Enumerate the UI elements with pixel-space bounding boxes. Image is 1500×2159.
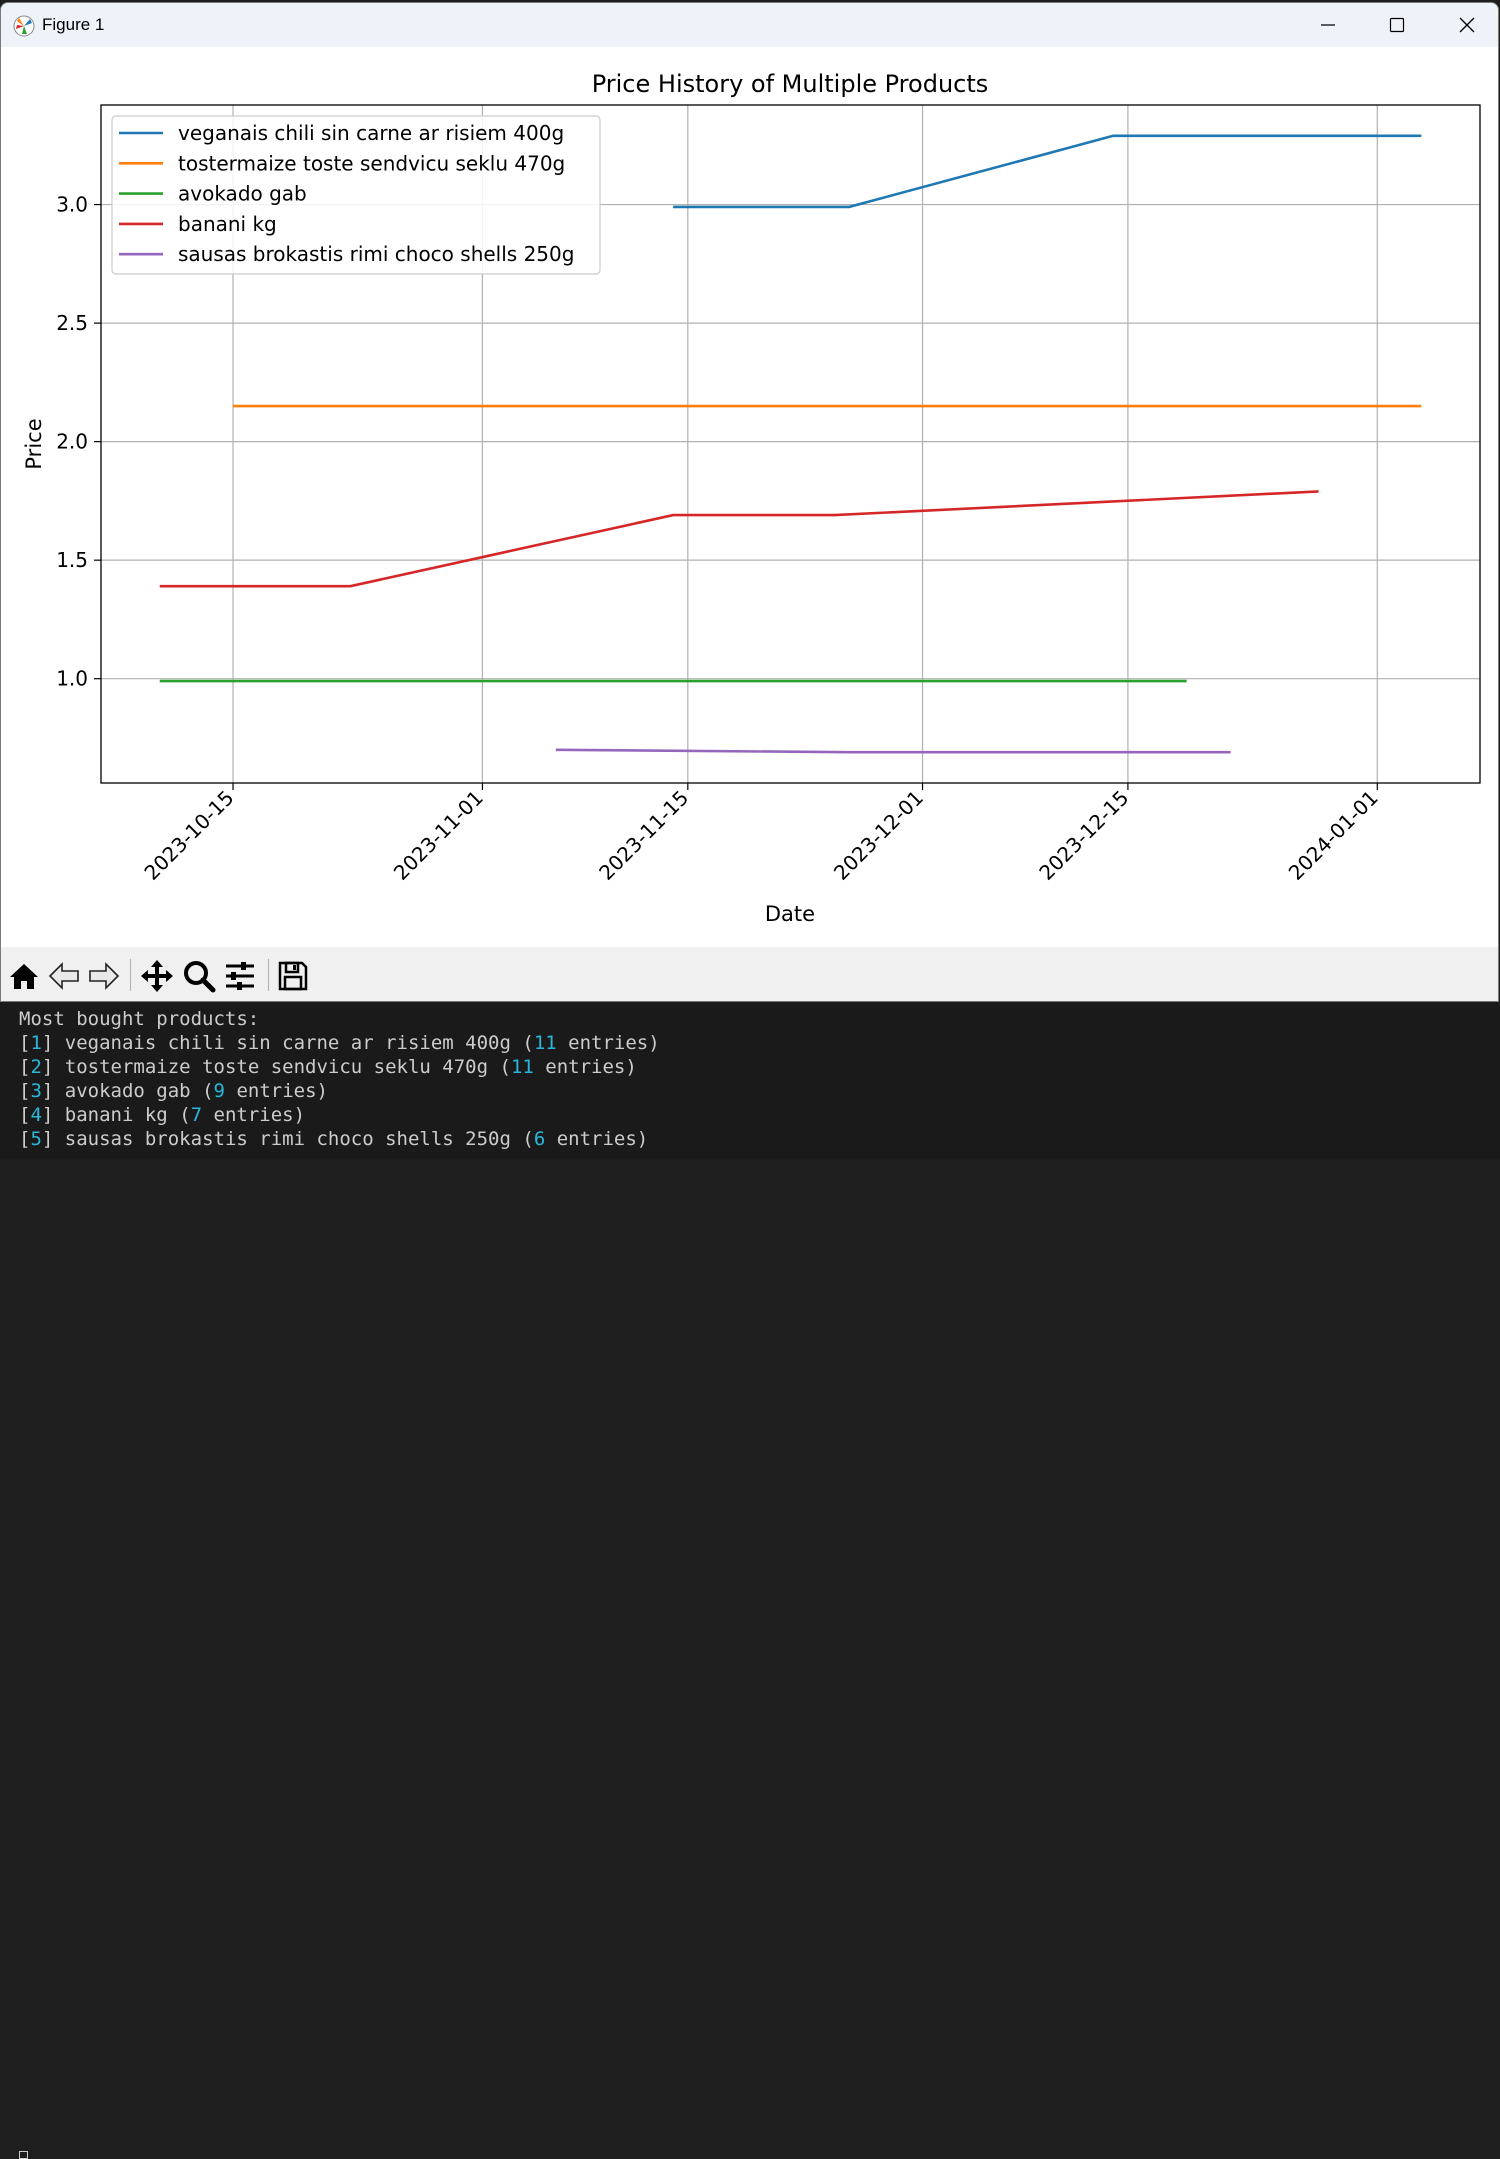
item-suffix: entries) bbox=[568, 1032, 660, 1054]
maximize-button[interactable] bbox=[1362, 3, 1432, 47]
x-axis-label: Date bbox=[765, 902, 815, 926]
zoom-button[interactable] bbox=[182, 959, 216, 993]
figure-canvas[interactable]: Price History of Multiple Products 2023-… bbox=[1, 47, 1498, 947]
item-count: 11 bbox=[510, 1056, 534, 1078]
item-suffix: entries) bbox=[556, 1128, 649, 1150]
item-name: banani kg bbox=[64, 1104, 168, 1126]
pan-icon bbox=[141, 960, 173, 992]
minimize-button[interactable] bbox=[1293, 3, 1363, 47]
legend-entry: banani kg bbox=[178, 212, 277, 236]
item-index: 2 bbox=[30, 1056, 42, 1078]
toolbar-separator bbox=[268, 959, 269, 991]
legend: veganais chili sin carne ar risiem 400g t… bbox=[111, 115, 601, 275]
terminal-line: [1] veganais chili sin carne ar risiem 4… bbox=[19, 1032, 660, 1054]
series-line-1 bbox=[673, 134, 1422, 209]
forward-button[interactable] bbox=[87, 959, 121, 993]
x-axis-ticks: 2023-10-15 2023-11-01 2023-11-15 2023-12-01… bbox=[139, 783, 1383, 885]
series-lines bbox=[159, 134, 1422, 754]
matplotlib-app-icon bbox=[13, 15, 35, 37]
terminal-line: [4] banani kg (7 entries) bbox=[19, 1104, 306, 1126]
terminal-output: Most bought products: [1] veganais chili… bbox=[0, 1002, 1500, 2159]
configure-subplots-button[interactable] bbox=[223, 959, 257, 993]
y-tick-label: 1.0 bbox=[56, 667, 88, 691]
legend-entry: veganais chili sin carne ar risiem 400g bbox=[178, 121, 564, 145]
figure-window: Figure 1 Price History of Multiple Produ… bbox=[0, 2, 1499, 1002]
window-title: Figure 1 bbox=[42, 15, 105, 34]
terminal-line: [3] avokado gab (9 entries) bbox=[19, 1080, 328, 1102]
item-count: 6 bbox=[533, 1128, 546, 1150]
y-axis-label: Price bbox=[22, 418, 46, 469]
item-name: tostermaize toste sendvicu seklu 470g bbox=[64, 1056, 489, 1078]
title-bar[interactable]: Figure 1 bbox=[1, 3, 1498, 47]
item-index: 5 bbox=[30, 1128, 42, 1150]
x-tick-label: 2023-10-15 bbox=[139, 786, 238, 885]
y-tick-label: 3.0 bbox=[56, 193, 88, 217]
save-button[interactable] bbox=[276, 959, 310, 993]
x-tick-label: 2023-12-01 bbox=[829, 786, 928, 885]
x-tick-label: 2024-01-01 bbox=[1284, 786, 1383, 885]
item-count: 7 bbox=[190, 1104, 203, 1126]
item-name: sausas brokastis rimi choco shells 250g bbox=[64, 1128, 511, 1150]
terminal-heading: Most bought products: bbox=[19, 1008, 260, 1030]
terminal-line: [5] sausas brokastis rimi choco shells 2… bbox=[19, 1128, 649, 1150]
close-button[interactable] bbox=[1432, 3, 1498, 47]
toolbar-separator bbox=[130, 959, 131, 991]
terminal-cursor bbox=[19, 2151, 28, 2159]
item-index: 3 bbox=[30, 1080, 42, 1102]
series-line-4 bbox=[159, 490, 1319, 588]
x-tick-label: 2023-11-01 bbox=[389, 786, 488, 885]
y-axis-ticks: 1.0 1.5 2.0 2.5 3.0 bbox=[56, 193, 101, 691]
x-tick-label: 2023-11-15 bbox=[594, 786, 693, 885]
back-button[interactable] bbox=[47, 959, 81, 993]
legend-box bbox=[111, 115, 601, 275]
terminal-line: [2] tostermaize toste sendvicu seklu 470… bbox=[19, 1056, 637, 1078]
forward-arrow-icon bbox=[89, 962, 120, 990]
home-button[interactable] bbox=[7, 959, 41, 993]
y-tick-label: 2.0 bbox=[56, 430, 88, 454]
close-icon bbox=[1459, 17, 1475, 33]
minimize-icon bbox=[1321, 24, 1335, 26]
item-name: avokado gab bbox=[64, 1080, 191, 1102]
legend-entry: avokado gab bbox=[178, 182, 307, 206]
chart-title: Price History of Multiple Products bbox=[592, 70, 989, 98]
configure-subplots-icon bbox=[226, 962, 254, 990]
y-tick-label: 2.5 bbox=[56, 311, 88, 335]
item-count: 11 bbox=[533, 1032, 557, 1054]
item-index: 1 bbox=[30, 1032, 42, 1054]
axes-frame bbox=[100, 104, 1481, 784]
item-name: veganais chili sin carne ar risiem 400g bbox=[64, 1032, 511, 1054]
price-history-chart[interactable]: Price History of Multiple Products 2023-… bbox=[1, 47, 1498, 947]
item-suffix: entries) bbox=[213, 1104, 306, 1126]
home-icon bbox=[10, 964, 38, 989]
y-tick-label: 1.5 bbox=[56, 548, 88, 572]
legend-entry: tostermaize toste sendvicu seklu 470g bbox=[178, 151, 565, 175]
save-icon bbox=[278, 961, 308, 991]
pan-button[interactable] bbox=[140, 959, 174, 993]
back-arrow-icon bbox=[48, 962, 79, 990]
maximize-icon bbox=[1389, 17, 1405, 33]
navigation-toolbar bbox=[1, 947, 1498, 1001]
zoom-icon bbox=[184, 961, 216, 993]
x-tick-label: 2023-12-15 bbox=[1034, 786, 1133, 885]
item-suffix: entries) bbox=[236, 1080, 328, 1102]
series-line-5 bbox=[555, 748, 1231, 754]
item-index: 4 bbox=[30, 1104, 42, 1126]
item-suffix: entries) bbox=[545, 1056, 637, 1078]
legend-entry: sausas brokastis rimi choco shells 250g bbox=[178, 242, 574, 266]
item-count: 9 bbox=[213, 1080, 225, 1102]
